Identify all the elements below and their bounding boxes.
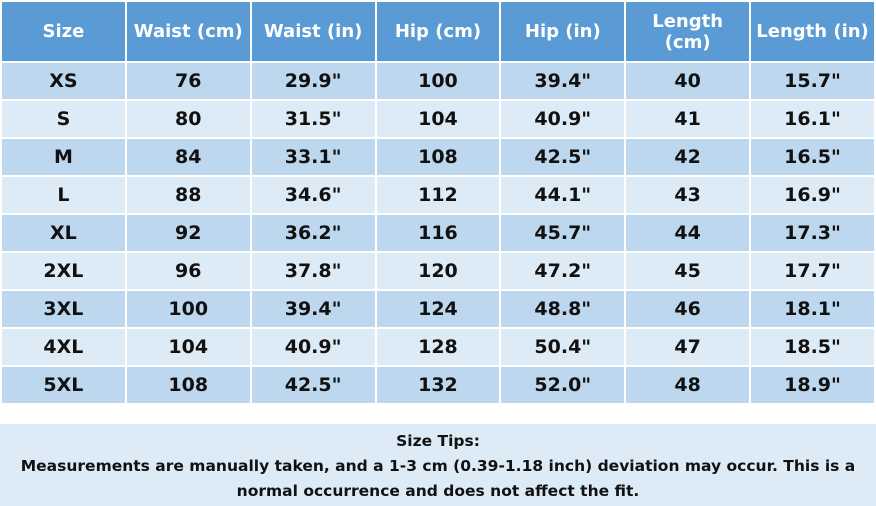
table-row: 4XL 104 40.9" 128 50.4" 47 18.5" — [0, 327, 876, 367]
table-cell: 42.5" — [249, 365, 377, 405]
table-cell: 116 — [374, 213, 502, 253]
table-cell: 39.4" — [249, 289, 377, 329]
table-cell: 46 — [624, 289, 752, 329]
table-cell: 104 — [374, 99, 502, 139]
table-cell: 18.9" — [749, 365, 876, 405]
table-row: S 80 31.5" 104 40.9" 41 16.1" — [0, 99, 876, 139]
table-cell: 52.0" — [499, 365, 627, 405]
table-cell: 92 — [124, 213, 252, 253]
table-row: 5XL 108 42.5" 132 52.0" 48 18.9" — [0, 365, 876, 405]
table-cell: 128 — [374, 327, 502, 367]
table-cell: 120 — [374, 251, 502, 291]
table-row: 2XL 96 37.8" 120 47.2" 45 17.7" — [0, 251, 876, 291]
tips-text: Measurements are manually taken, and a 1… — [20, 457, 856, 500]
column-header: Size — [0, 0, 127, 63]
table-cell: 45 — [624, 251, 752, 291]
table-head: Size Waist (cm) Waist (in) Hip (cm) Hip (in)… — [0, 0, 876, 63]
table-cell: 43 — [624, 175, 752, 215]
table-cell: 108 — [374, 137, 502, 177]
table-cell: XS — [0, 61, 127, 101]
column-header: Hip (in) — [499, 0, 627, 63]
table-cell: 37.8" — [249, 251, 377, 291]
table-cell: 16.9" — [749, 175, 876, 215]
table-cell: 18.1" — [749, 289, 876, 329]
table-cell: 132 — [374, 365, 502, 405]
table-cell: 16.5" — [749, 137, 876, 177]
table-cell: 17.3" — [749, 213, 876, 253]
table-cell: 76 — [124, 61, 252, 101]
table-cell: XL — [0, 213, 127, 253]
table-cell: 40 — [624, 61, 752, 101]
table-cell: 42.5" — [499, 137, 627, 177]
table-cell: 47 — [624, 327, 752, 367]
table-cell: 15.7" — [749, 61, 876, 101]
table-cell: 34.6" — [249, 175, 377, 215]
table-cell: 104 — [124, 327, 252, 367]
size-table: Size Waist (cm) Waist (in) Hip (cm) Hip (in)… — [0, 0, 876, 405]
table-cell: 4XL — [0, 327, 127, 367]
table-cell: 29.9" — [249, 61, 377, 101]
table-cell: 112 — [374, 175, 502, 215]
table-body: XS 76 29.9" 100 39.4" 40 15.7" S 80 31.5" 104 40.9"… — [0, 61, 876, 405]
table-cell: 48.8" — [499, 289, 627, 329]
table-cell: 2XL — [0, 251, 127, 291]
table-cell: 48 — [624, 365, 752, 405]
table-cell: 36.2" — [249, 213, 377, 253]
table-cell: 3XL — [0, 289, 127, 329]
table-row: 3XL 100 39.4" 124 48.8" 46 18.1" — [0, 289, 876, 329]
table-cell: S — [0, 99, 127, 139]
table-cell: 96 — [124, 251, 252, 291]
table-cell: 16.1" — [749, 99, 876, 139]
table-cell: 108 — [124, 365, 252, 405]
table-cell: 84 — [124, 137, 252, 177]
size-tips: Size Tips: Measurements are manually tak… — [0, 424, 876, 506]
table-cell: 18.5" — [749, 327, 876, 367]
table-cell: 124 — [374, 289, 502, 329]
table-cell: M — [0, 137, 127, 177]
column-header: Length (in) — [749, 0, 876, 63]
table-cell: L — [0, 175, 127, 215]
header-row: Size Waist (cm) Waist (in) Hip (cm) Hip (in)… — [0, 0, 876, 63]
column-header: Waist (in) — [249, 0, 377, 63]
table-row: XS 76 29.9" 100 39.4" 40 15.7" — [0, 61, 876, 101]
tips-title: Size Tips: — [396, 432, 480, 450]
table-cell: 100 — [124, 289, 252, 329]
table-row: XL 92 36.2" 116 45.7" 44 17.3" — [0, 213, 876, 253]
table-row: M 84 33.1" 108 42.5" 42 16.5" — [0, 137, 876, 177]
column-header: Waist (cm) — [124, 0, 252, 63]
table-cell: 40.9" — [499, 99, 627, 139]
column-header: Hip (cm) — [374, 0, 502, 63]
table-cell: 45.7" — [499, 213, 627, 253]
table-cell: 88 — [124, 175, 252, 215]
table-cell: 40.9" — [249, 327, 377, 367]
table-cell: 31.5" — [249, 99, 377, 139]
table-cell: 17.7" — [749, 251, 876, 291]
table-cell: 44.1" — [499, 175, 627, 215]
table-cell: 44 — [624, 213, 752, 253]
table-cell: 41 — [624, 99, 752, 139]
table-cell: 39.4" — [499, 61, 627, 101]
table-cell: 33.1" — [249, 137, 377, 177]
table-cell: 50.4" — [499, 327, 627, 367]
column-header: Length (cm) — [624, 0, 752, 63]
table-cell: 42 — [624, 137, 752, 177]
table-row: L 88 34.6" 112 44.1" 43 16.9" — [0, 175, 876, 215]
table-cell: 5XL — [0, 365, 127, 405]
table-cell: 47.2" — [499, 251, 627, 291]
table-cell: 100 — [374, 61, 502, 101]
table-cell: 80 — [124, 99, 252, 139]
